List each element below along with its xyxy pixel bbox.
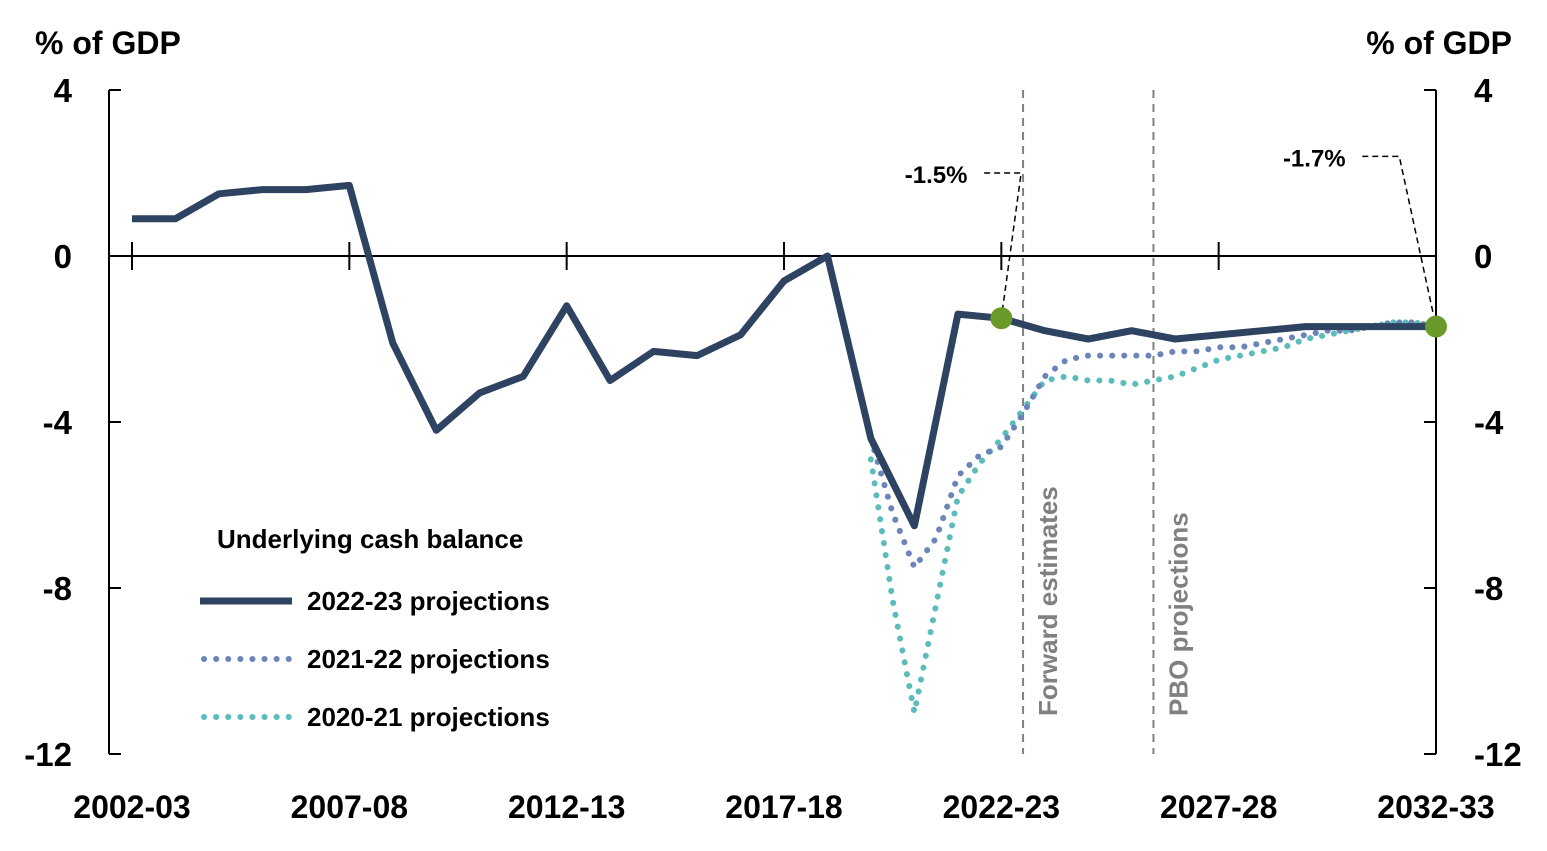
y-axis-label-left: % of GDP bbox=[35, 25, 181, 61]
x-tick-label: 2022-23 bbox=[943, 789, 1060, 825]
y-tick-label-right: 4 bbox=[1474, 72, 1493, 109]
x-tick-label: 2007-08 bbox=[291, 789, 408, 825]
period-divider-label: Forward estimates bbox=[1033, 486, 1063, 716]
period-divider-label: PBO projections bbox=[1163, 512, 1193, 716]
x-tick-label: 2032-33 bbox=[1377, 789, 1494, 825]
series-line bbox=[867, 319, 1439, 571]
x-tick-label: 2002-03 bbox=[73, 789, 190, 825]
legend-label: 2021-22 projections bbox=[307, 644, 550, 674]
period-dividers: Forward estimates PBO projections bbox=[1022, 90, 1193, 754]
y-tick-label-right: -4 bbox=[1474, 404, 1504, 441]
annotation-leader bbox=[984, 172, 1022, 319]
series-line bbox=[132, 181, 1436, 530]
y-axis-label-right: % of GDP bbox=[1366, 25, 1512, 61]
legend-label: 2022-23 projections bbox=[307, 586, 550, 616]
y-tick-label-right: 0 bbox=[1474, 238, 1492, 275]
x-tick-label: 2027-28 bbox=[1160, 789, 1277, 825]
annotation-label: -1.5% bbox=[905, 162, 968, 189]
annotations: -1.5% -1.7% bbox=[905, 145, 1447, 338]
x-tick-label: 2012-13 bbox=[508, 789, 625, 825]
annotation-label: -1.7% bbox=[1283, 145, 1346, 172]
legend-title: Underlying cash balance bbox=[217, 524, 523, 554]
y-tick-label-left: -12 bbox=[24, 736, 72, 773]
annotation-marker bbox=[1425, 315, 1447, 338]
annotation-marker bbox=[990, 307, 1013, 330]
y-tick-label-right: -12 bbox=[1474, 736, 1522, 773]
series-lines bbox=[132, 181, 1439, 716]
y-tick-label-left: -4 bbox=[43, 404, 73, 441]
annotation-leader bbox=[1362, 155, 1437, 327]
legend-label: 2020-21 projections bbox=[307, 702, 550, 732]
y-tick-label-left: 4 bbox=[54, 72, 73, 109]
y-tick-label-left: -8 bbox=[43, 570, 72, 607]
legend: Underlying cash balance 2022-23 projecti… bbox=[200, 524, 550, 732]
x-tick-label: 2017-18 bbox=[725, 789, 842, 825]
y-tick-label-right: -8 bbox=[1474, 570, 1503, 607]
y-tick-label-left: 0 bbox=[54, 238, 72, 275]
